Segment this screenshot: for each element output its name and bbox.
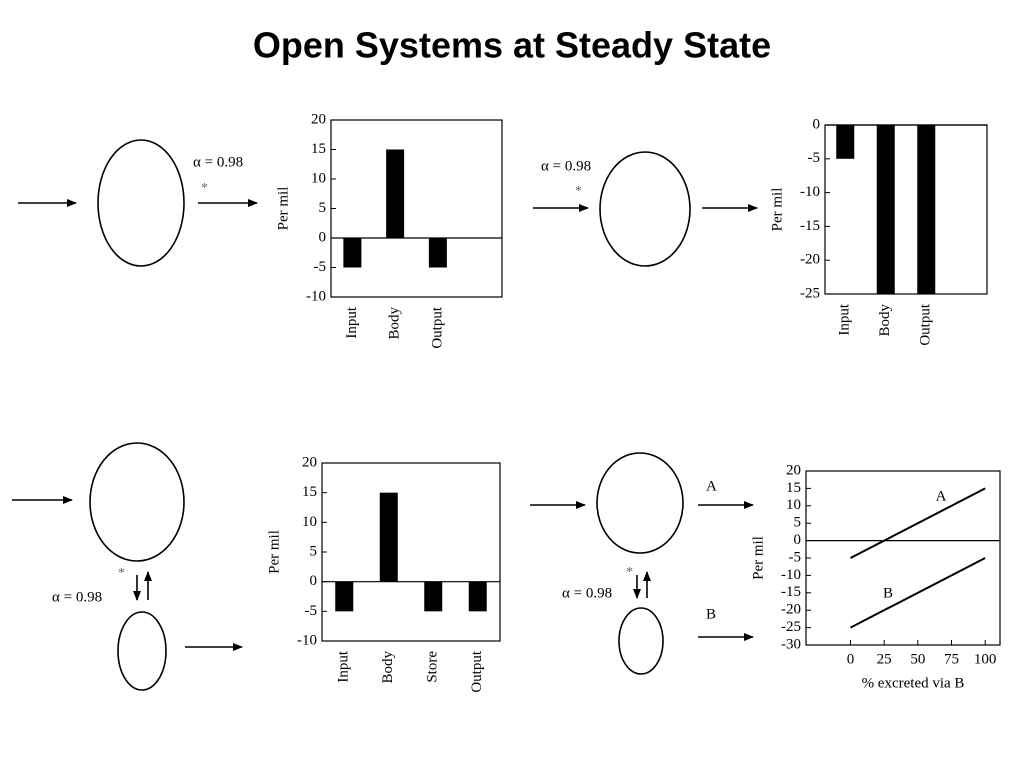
y-axis-label: Per mil (750, 536, 766, 580)
y-tick-label: -10 (306, 288, 326, 304)
y-tick-label: -10 (781, 567, 801, 583)
plot-frame (805, 470, 1001, 646)
star: * (575, 184, 582, 199)
x-tick-label: 50 (910, 651, 925, 667)
y-tick-label: 15 (786, 480, 801, 496)
star: * (201, 181, 208, 196)
y-tick-label: -20 (781, 602, 801, 618)
y-tick-label: 15 (302, 484, 317, 500)
x-tick-label: Body (380, 651, 396, 684)
y-tick-label: 10 (311, 170, 326, 186)
x-tick-label: Body (387, 307, 403, 340)
y-tick-label: -20 (800, 252, 820, 268)
slide-title: Open Systems at Steady State (253, 25, 771, 66)
x-tick-label: Input (837, 303, 853, 335)
diagram: α = 0.98 * (533, 151, 758, 267)
alpha-label: α = 0.98 (562, 585, 612, 601)
y-axis-label: Per mil (266, 530, 282, 574)
bar (343, 238, 362, 268)
x-tick-label: Input (336, 650, 352, 682)
bar (379, 492, 398, 582)
y-tick-label: 5 (794, 515, 802, 531)
y-tick-label: 0 (319, 229, 327, 245)
y-tick-label: -15 (781, 584, 801, 600)
y-tick-label: -10 (800, 184, 820, 200)
y-tick-label: 5 (310, 543, 318, 559)
x-tick-label: Output (469, 650, 485, 693)
x-tick-label: 0 (847, 651, 855, 667)
y-tick-label: -10 (297, 632, 317, 648)
x-tick-label: Output (429, 306, 445, 349)
x-tick-label: 75 (944, 651, 959, 667)
output-label: A (706, 478, 717, 494)
x-tick-label: Output (918, 303, 934, 346)
y-tick-label: 20 (302, 454, 317, 470)
diagram: α = 0.98 * (18, 139, 258, 267)
bar (386, 149, 405, 238)
y-tick-label: -5 (305, 603, 318, 619)
y-tick-label: -5 (808, 150, 821, 166)
series-label: A (936, 488, 947, 504)
y-axis-label: Per mil (769, 188, 785, 232)
bar (428, 238, 447, 268)
bar (917, 125, 936, 294)
star: * (118, 566, 125, 581)
x-tick-label: Input (344, 306, 360, 338)
series-label: B (883, 585, 893, 601)
x-tick-label: 100 (974, 651, 997, 667)
alpha-label: α = 0.98 (193, 154, 243, 170)
y-tick-label: 0 (813, 116, 821, 132)
alpha-label: α = 0.98 (541, 158, 591, 174)
y-tick-label: -25 (800, 285, 820, 301)
bar (468, 581, 487, 612)
bar (424, 581, 443, 612)
x-tick-label: Body (877, 304, 893, 337)
plot-frame (330, 119, 503, 298)
output-label: B (706, 606, 716, 622)
bar (836, 125, 855, 159)
y-tick-label: 0 (310, 573, 318, 589)
y-tick-label: -15 (800, 218, 820, 234)
bar (876, 125, 895, 294)
y-tick-label: -30 (781, 636, 801, 652)
y-tick-label: 5 (319, 200, 327, 216)
compartment (596, 452, 684, 554)
bar (335, 581, 354, 612)
line (849, 557, 986, 629)
alpha-label: α = 0.98 (52, 589, 102, 605)
store (117, 611, 167, 691)
x-axis-label: % excreted via B (862, 675, 965, 691)
plot-frame (321, 462, 501, 642)
diagram: * α = 0.98 (12, 442, 243, 691)
compartment (97, 139, 185, 267)
store (618, 607, 664, 675)
y-tick-label: 10 (786, 497, 801, 513)
compartment (89, 442, 185, 562)
y-tick-label: -25 (781, 619, 801, 635)
line (849, 487, 986, 559)
compartment (599, 151, 691, 267)
star: * (626, 565, 633, 580)
x-tick-label: 25 (877, 651, 892, 667)
y-tick-label: 20 (311, 111, 326, 127)
y-tick-label: -5 (789, 549, 802, 565)
y-axis-label: Per mil (275, 187, 291, 231)
y-tick-label: 15 (311, 141, 326, 157)
x-tick-label: Store (425, 651, 441, 683)
diagram: * α = 0.98 A B (530, 452, 754, 675)
y-tick-label: 10 (302, 514, 317, 530)
y-tick-label: 20 (786, 462, 801, 478)
y-tick-label: 0 (794, 532, 802, 548)
y-tick-label: -5 (314, 259, 327, 275)
